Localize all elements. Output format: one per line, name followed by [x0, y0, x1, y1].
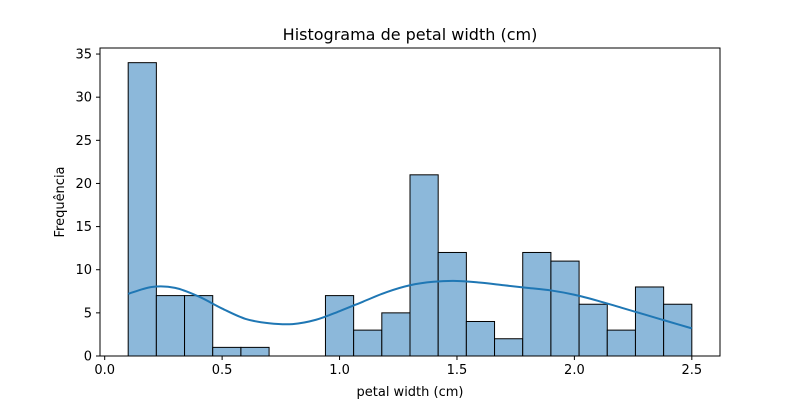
- y-axis-label: Frequência: [53, 166, 68, 237]
- histogram-bar: [494, 338, 524, 357]
- y-tick-label: 25: [75, 134, 92, 149]
- histogram-bar: [381, 312, 411, 357]
- x-tick-label: 1.0: [329, 363, 350, 378]
- x-tick-label: 0.5: [212, 363, 233, 378]
- histogram-bar: [212, 346, 242, 357]
- chart-title: Histograma de petal width (cm): [283, 25, 538, 44]
- histogram-bar: [606, 329, 636, 357]
- y-tick-label: 15: [75, 220, 92, 235]
- histogram-bar: [353, 329, 383, 357]
- histogram-bar: [324, 295, 355, 357]
- histogram-bar: [184, 295, 214, 357]
- y-tick-label: 20: [75, 177, 92, 192]
- histogram-bar: [437, 251, 467, 357]
- y-axis: 0 5 10 15 20 25 30 35: [75, 48, 100, 365]
- kde-curve: [127, 279, 693, 330]
- histogram-bar: [634, 286, 665, 357]
- y-tick-label: 5: [84, 306, 92, 321]
- histogram-bar: [240, 346, 270, 357]
- x-tick-label: 0.0: [94, 363, 115, 378]
- y-tick-label: 35: [75, 48, 92, 63]
- histogram-bar: [550, 260, 580, 357]
- x-tick-label: 2.0: [564, 363, 585, 378]
- bars-group: [127, 62, 693, 357]
- plot-frame: [99, 47, 721, 357]
- histogram-bar: [409, 174, 439, 357]
- x-tick-label: 1.5: [447, 363, 468, 378]
- y-tick-label: 0: [84, 350, 92, 365]
- histogram-bar: [155, 295, 186, 357]
- histogram-bar: [127, 62, 157, 357]
- y-tick-label: 30: [75, 91, 92, 106]
- histogram-bar: [578, 303, 608, 357]
- x-axis-label: petal width (cm): [357, 385, 464, 400]
- y-tick-label: 10: [75, 263, 92, 278]
- x-axis: 0.0 0.5 1.0 1.5 2.0 2.5: [94, 356, 702, 378]
- x-tick-label: 2.5: [681, 363, 702, 378]
- histogram-bar: [663, 303, 693, 357]
- histogram-bar: [465, 320, 496, 357]
- histogram-bar: [522, 251, 552, 357]
